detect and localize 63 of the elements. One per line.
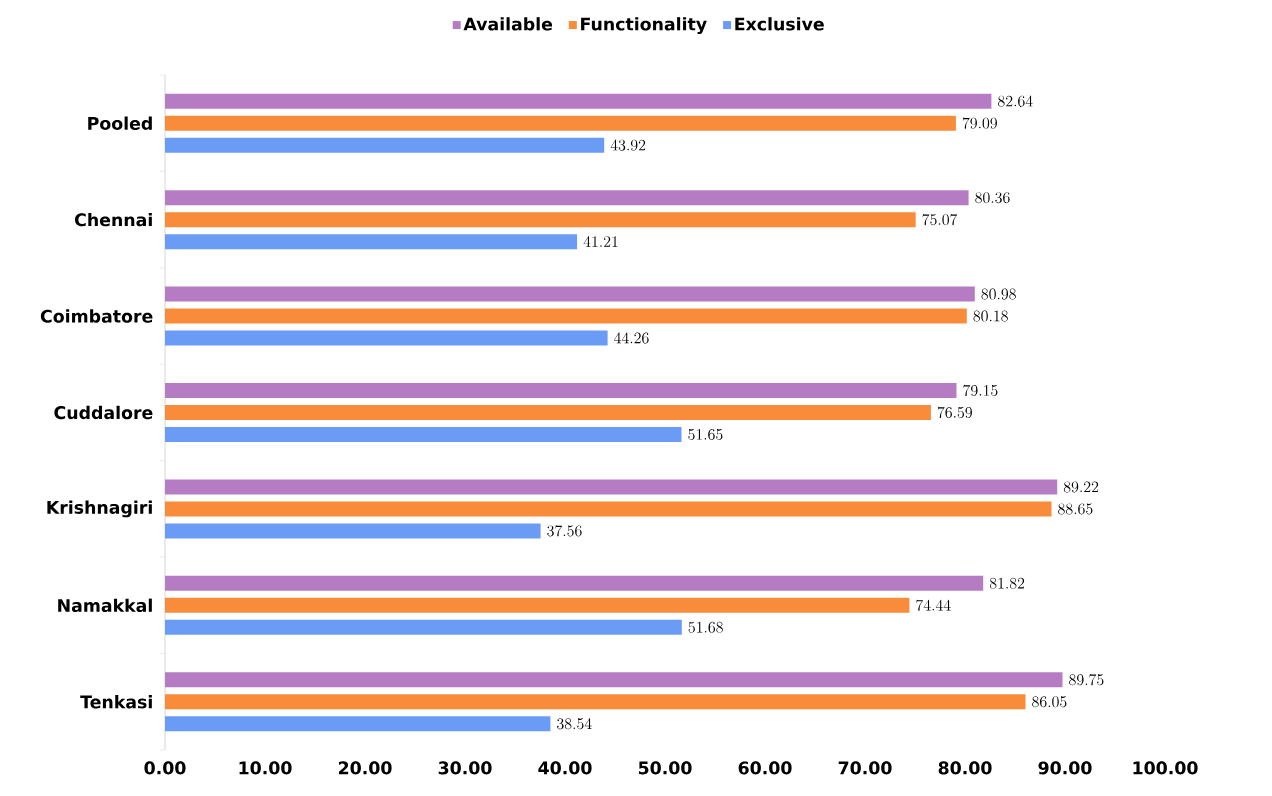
data-label: 38.54 (557, 718, 592, 730)
bar (165, 479, 1058, 495)
x-tick-label: 0.00 (144, 761, 186, 775)
bar (165, 597, 910, 613)
bar (165, 575, 984, 591)
bar (165, 330, 608, 346)
data-label: 82.64 (998, 95, 1033, 107)
x-tick-label: 40.00 (538, 761, 592, 775)
y-tick-label: Cuddalore (54, 405, 153, 420)
data-label: 89.75 (1069, 674, 1104, 686)
data-label: 80. 18 (973, 310, 1008, 322)
data-label: 88.65 (1058, 503, 1093, 515)
bar (165, 619, 682, 635)
data-label: 44.26 (614, 332, 649, 344)
data-label: 74.44 (916, 599, 951, 611)
data-label: 51 .68 (688, 621, 723, 633)
bar (165, 212, 916, 228)
x-tick-label: 20.00 (338, 761, 392, 775)
bar (165, 286, 975, 302)
data-label: 80.36 (975, 192, 1010, 204)
bar (165, 308, 967, 324)
y-tick-label: Coimbatore (40, 309, 153, 323)
data-label: 89.22 (1063, 481, 1099, 493)
y-tick-label: Pooled (88, 116, 152, 130)
y-tick-label: Namakkal (58, 598, 152, 613)
data-label: 80.98 (981, 288, 1016, 300)
x-tick-label: 100.00 (1133, 761, 1198, 775)
data-label: 43.92 (610, 139, 646, 151)
data-label: 75.07 (922, 213, 958, 226)
y-tick-label: Krishnagiri (47, 500, 152, 518)
data-label: 81 .82 (989, 577, 1025, 589)
bar (165, 404, 931, 420)
bar (165, 501, 1052, 517)
bar (165, 672, 1063, 688)
data-label: 79.09 (962, 117, 997, 129)
data-label: 86.05 (1032, 696, 1067, 708)
bar (165, 523, 541, 539)
x-tick-label: 80.00 (938, 761, 992, 775)
bar (165, 382, 957, 398)
legend-label: Available (463, 17, 553, 31)
data-label: 79. 15 (963, 384, 998, 396)
x-tick-label: 50.00 (638, 761, 692, 775)
bar (165, 694, 1026, 710)
bar (165, 716, 551, 732)
bar (165, 190, 969, 206)
bar (165, 115, 956, 131)
x-tick-label: 70.00 (838, 761, 892, 775)
y-tick-label: Tenkasi (80, 695, 152, 709)
legend-label: Functionality (581, 17, 707, 35)
bar (165, 93, 992, 109)
data-label: 41 .21 (583, 236, 618, 247)
x-tick-label: 60.00 (738, 761, 792, 775)
data-label: 51 .65 (688, 429, 723, 440)
legend-label: Exclusive (735, 17, 824, 31)
bar (165, 426, 682, 442)
data-label: 37.56 (547, 525, 582, 537)
bar (165, 137, 605, 153)
x-tick-label: 30.00 (438, 761, 492, 775)
x-tick-label: 10.00 (239, 761, 292, 775)
x-tick-label: 90.00 (1038, 761, 1092, 775)
data-label: 76.59 (937, 406, 972, 418)
y-tick-label: Chennai (75, 212, 152, 227)
bar (165, 234, 578, 250)
